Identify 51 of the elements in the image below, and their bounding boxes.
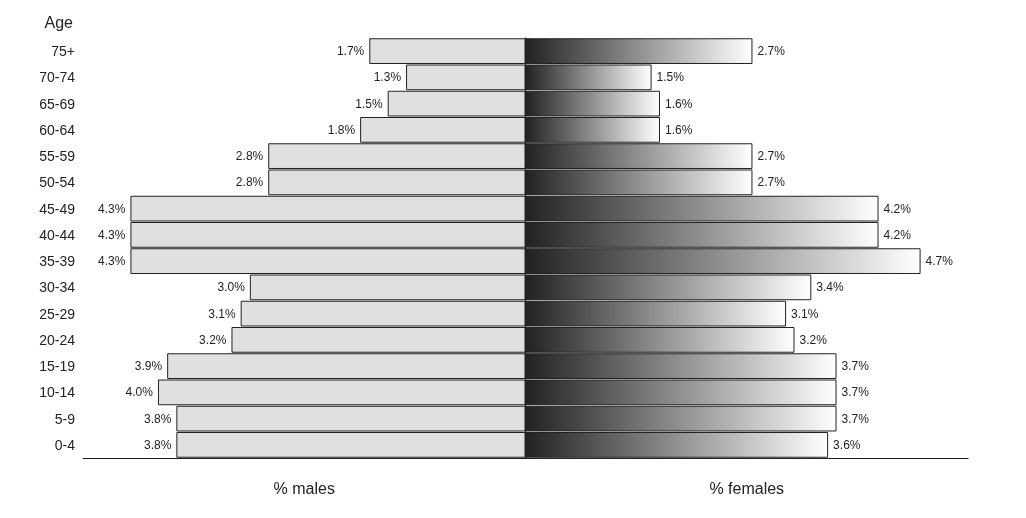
data-label: 3.9% bbox=[134, 359, 163, 374]
y-axis-title: Age bbox=[44, 13, 74, 31]
data-label: 3.6% bbox=[833, 437, 861, 452]
data-label: 2.8% bbox=[235, 149, 264, 164]
y-tick-label: 40-44 bbox=[39, 226, 76, 243]
data-label: 1.6% bbox=[665, 96, 693, 111]
x-axis-title: % females bbox=[709, 479, 785, 497]
y-tick-label: 60-64 bbox=[39, 121, 76, 138]
data-label: 4.0% bbox=[125, 385, 154, 400]
y-tick-label: 55-59 bbox=[39, 148, 76, 165]
y-tick-label: 50-54 bbox=[39, 174, 76, 191]
y-tick-label: 65-69 bbox=[39, 95, 76, 112]
data-label: 2.7% bbox=[757, 149, 786, 164]
y-tick-label: 25-29 bbox=[39, 305, 76, 322]
data-label: 3.1% bbox=[208, 306, 236, 321]
y-tick-label: 75+ bbox=[51, 43, 75, 60]
data-label: 4.2% bbox=[883, 227, 912, 242]
data-label: 1.3% bbox=[373, 70, 402, 85]
y-tick-label: 45-49 bbox=[39, 200, 76, 217]
y-tick-label: 5-9 bbox=[54, 410, 76, 427]
data-label: 2.7% bbox=[757, 175, 786, 190]
data-label: 3.7% bbox=[841, 411, 870, 426]
y-tick-label: 10-14 bbox=[39, 384, 76, 401]
y-tick-label: 0-4 bbox=[54, 436, 76, 453]
data-label: 3.1% bbox=[791, 306, 819, 321]
data-label: 1.7% bbox=[336, 44, 365, 59]
data-label: 4.3% bbox=[98, 254, 126, 269]
y-tick-label: 20-24 bbox=[39, 331, 76, 348]
data-label: 3.8% bbox=[143, 411, 172, 426]
data-label: 3.2% bbox=[799, 332, 828, 347]
x-axis-title: % males bbox=[273, 479, 335, 497]
data-label: 1.5% bbox=[656, 70, 685, 85]
data-label: 1.8% bbox=[327, 122, 356, 137]
data-label: 3.2% bbox=[199, 332, 227, 347]
data-label: 1.6% bbox=[665, 122, 693, 137]
data-label: 3.7% bbox=[841, 359, 870, 374]
data-label: 4.7% bbox=[925, 254, 954, 269]
data-label: 4.3% bbox=[98, 227, 126, 242]
y-tick-label: 30-34 bbox=[39, 279, 76, 296]
data-label: 3.7% bbox=[841, 385, 870, 400]
data-label: 3.4% bbox=[816, 280, 844, 295]
y-tick-label: 15-19 bbox=[39, 358, 76, 375]
data-label: 2.8% bbox=[235, 175, 264, 190]
data-label: 1.5% bbox=[355, 96, 383, 111]
data-label: 4.2% bbox=[883, 201, 912, 216]
data-label: 3.8% bbox=[143, 437, 172, 452]
data-label: 3.0% bbox=[217, 280, 246, 295]
y-tick-label: 35-39 bbox=[39, 253, 76, 270]
y-tick-label: 70-74 bbox=[39, 69, 76, 86]
data-label: 4.3% bbox=[98, 201, 126, 216]
data-label: 2.7% bbox=[757, 44, 786, 59]
